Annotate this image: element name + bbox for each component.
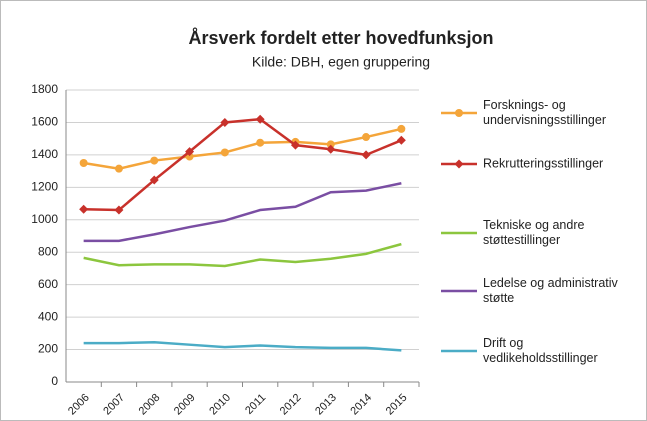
y-tick-label: 600: [38, 277, 58, 291]
legend-label: Tekniske og andre støttestillinger: [483, 218, 585, 247]
point-marker: [149, 175, 159, 185]
y-tick-label: 200: [38, 342, 58, 356]
chart-title: Årsverk fordelt etter hovedfunksjon: [188, 28, 493, 48]
legend-label: Ledelse og administrativ støtte: [483, 276, 618, 305]
y-tick-label: 1400: [31, 147, 58, 161]
series-line: [83, 341, 402, 352]
point-marker: [396, 135, 406, 145]
x-tick-label: 2012: [278, 392, 304, 418]
y-tick-label: 1600: [31, 115, 58, 129]
x-tick-label: 2013: [313, 392, 339, 418]
legend-label: Rekrutteringsstillinger: [483, 156, 604, 171]
x-tick-label: 2014: [348, 392, 374, 418]
point-marker: [114, 164, 123, 173]
y-tick-label: 1800: [31, 82, 58, 96]
legend-label: Forsknings- og undervisningsstillinger: [483, 98, 606, 127]
series-line: [83, 242, 402, 268]
x-tick-label: 2009: [172, 392, 198, 418]
legend-marker: [455, 109, 463, 117]
x-tick-label: 2011: [243, 392, 268, 417]
point-marker: [256, 138, 265, 147]
point-marker: [185, 147, 195, 157]
point-marker: [290, 140, 300, 150]
legend-label: Drift og vedlikeholdsstillinger: [483, 336, 598, 365]
series-line: [83, 127, 402, 170]
series-line: [83, 182, 402, 243]
x-tick-label: 2010: [207, 392, 233, 418]
point-marker: [255, 114, 265, 124]
series-line: [83, 117, 402, 212]
y-tick-label: 1000: [31, 212, 58, 226]
x-tick-label: 2007: [101, 392, 127, 418]
x-tick-label: 2015: [384, 392, 410, 418]
legend-marker: [454, 159, 464, 169]
x-tick-label: 2008: [137, 392, 163, 418]
point-marker: [114, 205, 124, 215]
point-marker: [150, 156, 159, 165]
point-marker: [326, 144, 336, 154]
y-tick-label: 1200: [31, 180, 58, 194]
point-marker: [79, 204, 89, 214]
y-tick-label: 0: [51, 374, 58, 388]
point-marker: [326, 140, 335, 149]
x-tick-label: 2006: [66, 392, 92, 418]
chart-subtitle: Kilde: DBH, egen gruppering: [252, 54, 430, 70]
point-marker: [79, 159, 88, 167]
point-marker: [220, 117, 230, 127]
point-marker: [220, 148, 229, 157]
y-tick-label: 800: [38, 244, 58, 258]
point-marker: [362, 133, 371, 142]
point-marker: [397, 124, 406, 133]
y-tick-label: 400: [38, 309, 58, 323]
point-marker: [361, 150, 371, 160]
